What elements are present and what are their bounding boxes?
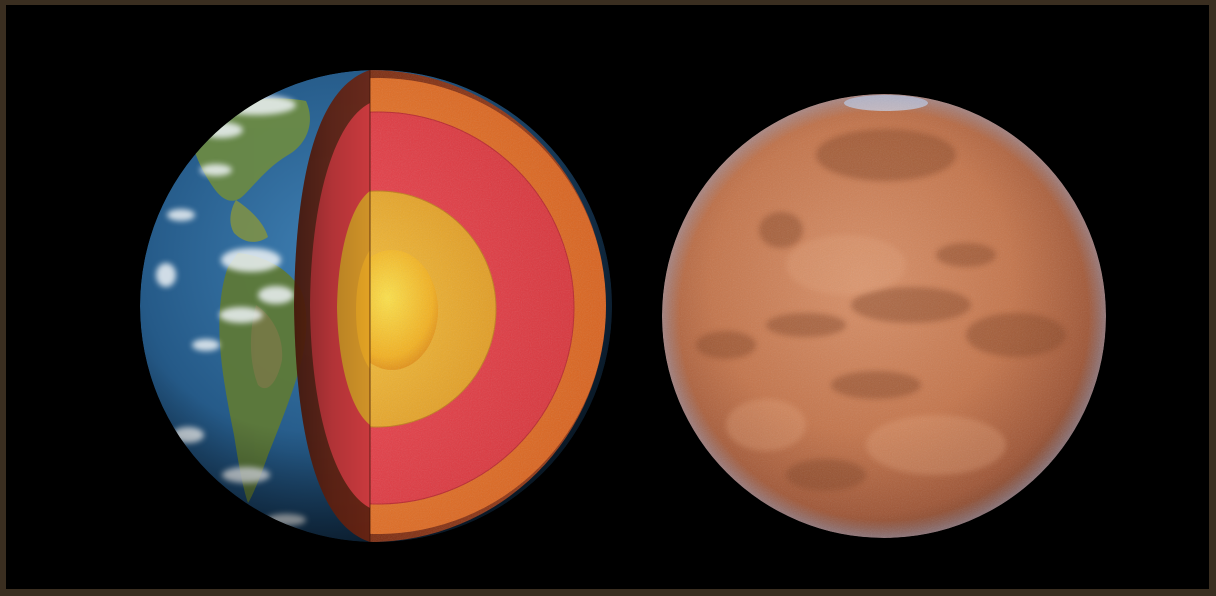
earth-cut-plane xyxy=(294,70,371,542)
planets-illustration xyxy=(140,70,1106,542)
mars-globe xyxy=(662,94,1106,538)
earth-globe xyxy=(140,70,612,542)
space-background xyxy=(6,5,1209,589)
